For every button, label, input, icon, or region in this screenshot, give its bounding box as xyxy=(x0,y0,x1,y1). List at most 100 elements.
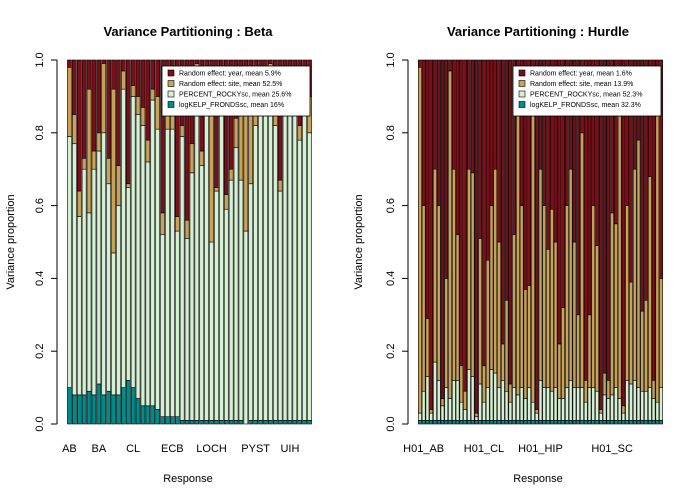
hurdle-y-axis: 0.0 0.2 0.4 0.6 0.8 1.0 xyxy=(385,52,409,432)
beta-bar-25-year-effect xyxy=(184,59,190,221)
hurdle-bar-27-percent-rocky xyxy=(516,394,520,421)
hurdle-bar-23-percent-rocky xyxy=(500,380,505,421)
hurdle-bar-34-year-effect xyxy=(542,59,547,206)
hurdle-bar-17-site-effect xyxy=(478,238,483,385)
beta-bar-48-site-effect xyxy=(297,125,303,141)
beta-bar-15-site-effect xyxy=(135,96,141,115)
hurdle-bar-33-kelp-fronds xyxy=(538,420,543,425)
beta-bar-32-kelp-fronds xyxy=(219,420,224,425)
beta-bar-25-kelp-fronds xyxy=(184,420,190,425)
beta-bar-40-kelp-fronds xyxy=(258,420,263,425)
beta-bar-8-site-effect xyxy=(101,63,107,134)
hurdle-bar-32-site-effect xyxy=(534,409,539,414)
beta-bar-37-percent-rocky xyxy=(243,230,249,425)
hurdle-bar-8-kelp-fronds xyxy=(444,420,449,425)
beta-bar-14-site-effect xyxy=(130,85,136,97)
hurdle-bar-38-year-effect xyxy=(557,59,562,345)
beta-bar-29-kelp-fronds xyxy=(204,420,209,425)
beta-bar-24-kelp-fronds xyxy=(179,420,185,425)
hurdle-bar-56-year-effect xyxy=(625,59,630,206)
hurdle-bar-55-year-effect xyxy=(621,59,626,407)
beta-bar-11-year-effect xyxy=(116,59,121,166)
beta-bar-49-kelp-fronds xyxy=(302,420,307,425)
hurdle-bar-24-kelp-fronds xyxy=(504,420,509,425)
hurdle-bar-7-site-effect xyxy=(440,398,445,407)
hurdle-bar-13-site-effect xyxy=(463,390,467,410)
hurdle-bars xyxy=(418,59,663,425)
hurdle-bar-1-site-effect xyxy=(418,66,422,414)
beta-bar-23-kelp-fronds xyxy=(174,416,180,425)
hurdle-bar-28-year-effect xyxy=(519,59,524,206)
hurdle-bar-17-percent-rocky xyxy=(478,383,483,421)
beta-bar-23-percent-rocky xyxy=(174,230,180,418)
beta-bar-1-year-effect xyxy=(67,59,72,68)
beta-bar-24-percent-rocky xyxy=(179,136,185,421)
hurdle-bar-60-site-effect xyxy=(640,310,645,392)
hurdle-bar-45-kelp-fronds xyxy=(583,420,588,425)
hurdle-legend-label: PERCENT_ROCKYsc, mean 52.3% xyxy=(530,92,642,99)
hurdle-bar-20-year-effect xyxy=(489,59,494,206)
hurdle-bar-54-percent-rocky xyxy=(617,398,622,421)
hurdle-bar-57-year-effect xyxy=(629,59,633,283)
beta-bar-30-site-effect xyxy=(209,96,214,243)
hurdle-bar-30-site-effect xyxy=(527,285,532,388)
hurdle-bar-19-site-effect xyxy=(485,259,490,388)
beta-bar-21-percent-rocky xyxy=(165,128,170,418)
beta-bar-36-kelp-fronds xyxy=(238,420,244,425)
hurdle-bar-52-site-effect xyxy=(610,212,614,396)
beta-bar-42-kelp-fronds xyxy=(268,420,273,425)
hurdle-bar-11-year-effect xyxy=(455,59,460,236)
hurdle-bar-6-site-effect xyxy=(436,205,441,381)
beta-bar-7-kelp-fronds xyxy=(96,383,102,425)
beta-bar-16-site-effect xyxy=(140,107,146,126)
hurdle-bar-58-kelp-fronds xyxy=(632,420,637,425)
hurdle-bar-43-kelp-fronds xyxy=(576,420,581,425)
beta-bar-27-kelp-fronds xyxy=(194,420,200,425)
hurdle-bar-35-kelp-fronds xyxy=(546,420,550,425)
hurdle-bar-1-percent-rocky xyxy=(418,412,422,421)
beta-bar-16-year-effect xyxy=(140,59,146,108)
hurdle-bar-13-kelp-fronds xyxy=(463,420,467,425)
beta-x-axis-label: Response xyxy=(163,473,213,485)
beta-bar-10-kelp-fronds xyxy=(111,394,116,425)
hurdle-bar-37-site-effect xyxy=(553,241,558,388)
beta-bar-45-kelp-fronds xyxy=(282,420,288,425)
beta-bar-18-year-effect xyxy=(150,59,156,90)
beta-bar-11-percent-rocky xyxy=(116,205,121,396)
hurdle-bar-10-site-effect xyxy=(451,168,456,381)
beta-bar-41-kelp-fronds xyxy=(263,420,268,425)
beta-bar-23-site-effect xyxy=(174,216,180,232)
beta-y-tick-label: 1.0 xyxy=(34,52,46,67)
beta-bar-2-site-effect xyxy=(72,114,77,145)
beta-bar-27-year-effect xyxy=(194,59,200,64)
hurdle-bar-43-percent-rocky xyxy=(576,387,581,421)
hurdle-bar-15-site-effect xyxy=(470,172,475,377)
beta-bar-46-kelp-fronds xyxy=(287,420,293,425)
beta-bar-12-site-effect xyxy=(121,70,126,90)
hurdle-bar-26-year-effect xyxy=(512,59,516,236)
hurdle-bar-65-year-effect xyxy=(659,59,663,279)
hurdle-bar-9-year-effect xyxy=(448,59,452,72)
hurdle-bar-46-percent-rocky xyxy=(587,387,592,421)
hurdle-bar-28-site-effect xyxy=(519,205,524,388)
hurdle-bar-57-kelp-fronds xyxy=(629,420,633,425)
hurdle-bar-41-percent-rocky xyxy=(568,380,573,421)
hurdle-bar-27-kelp-fronds xyxy=(516,420,520,425)
hurdle-bar-26-site-effect xyxy=(512,234,516,388)
hurdle-bar-25-percent-rocky xyxy=(508,401,513,421)
beta-bar-28-kelp-fronds xyxy=(199,420,205,425)
beta-bar-50-percent-rocky xyxy=(307,132,312,421)
hurdle-bar-36-year-effect xyxy=(549,59,554,210)
beta-bar-12-kelp-fronds xyxy=(121,387,126,425)
hurdle-bar-9-percent-rocky xyxy=(448,398,452,421)
hurdle-bar-21-percent-rocky xyxy=(493,372,498,421)
hurdle-bar-53-year-effect xyxy=(614,59,618,225)
beta-bar-12-year-effect xyxy=(121,59,126,72)
beta-bar-3-kelp-fronds xyxy=(76,394,82,425)
hurdle-bar-50-percent-rocky xyxy=(602,394,607,421)
beta-bar-4-year-effect xyxy=(81,59,87,159)
beta-bar-26-kelp-fronds xyxy=(189,420,195,425)
hurdle-bar-60-kelp-fronds xyxy=(640,420,645,425)
beta-bar-28-percent-rocky xyxy=(199,165,205,421)
hurdle-legend-label: logKELP_FRONDSsc, mean 32.3% xyxy=(530,102,641,109)
